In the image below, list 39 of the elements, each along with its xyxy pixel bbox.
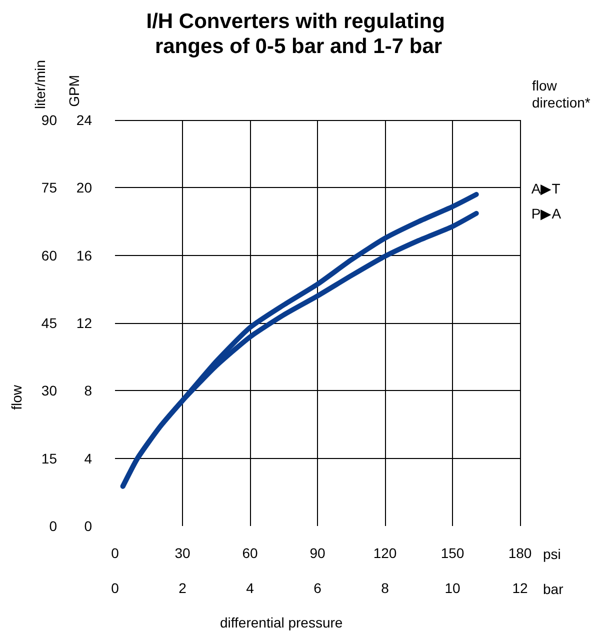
y-tick-label: 30 <box>41 382 58 399</box>
x2-tick-label: 6 <box>314 580 322 596</box>
text: A▶T <box>531 180 561 196</box>
x-tick-label: 120 <box>373 545 397 561</box>
y2-tick-label: 4 <box>84 450 92 466</box>
text: P▶A <box>531 205 562 222</box>
x-tick-label: 90 <box>310 545 326 561</box>
y-tick-label: 75 <box>41 180 58 196</box>
x2-tick-label: 12 <box>512 580 528 596</box>
x-axis-title: psi <box>543 546 561 562</box>
y-tick-label: 60 <box>41 247 58 264</box>
y-axis-title: liter/min <box>32 60 48 110</box>
y2-axis-title: GPM <box>66 75 82 107</box>
y2-tick-label: 20 <box>76 180 92 196</box>
x-tick-label: 180 <box>508 545 532 561</box>
y-tick-label: 15 <box>41 450 58 466</box>
y2-tick-label: 8 <box>84 382 92 399</box>
y-tick-label: 90 <box>41 112 58 128</box>
text: flow <box>8 384 24 410</box>
x2-axis-title: bar <box>543 581 564 597</box>
y2-tick-label: 24 <box>76 112 92 128</box>
x-tick-label: 0 <box>111 545 120 561</box>
y2-tick-label: 12 <box>76 315 92 331</box>
x-tick-label: 30 <box>174 545 190 561</box>
x2-tick-label: 10 <box>444 580 460 596</box>
text: differential pressure <box>220 614 343 630</box>
x-tick-label: 60 <box>242 545 258 561</box>
text: direction* <box>532 94 590 110</box>
y2-tick-label: 16 <box>76 247 92 264</box>
text: flow <box>532 78 561 94</box>
y2-tick-label: 0 <box>84 518 92 534</box>
x2-tick-label: 4 <box>246 580 254 596</box>
chart-title: I/H Converters with regulating ranges of 0-5 bar and 1-7 bar <box>146 10 451 58</box>
x-tick-label: 150 <box>440 545 464 561</box>
x2-tick-label: 2 <box>178 580 187 596</box>
y-tick-label: 0 <box>49 518 58 534</box>
x2-tick-label: 8 <box>381 580 390 596</box>
x2-tick-label: 0 <box>111 580 120 596</box>
y-tick-label: 45 <box>41 315 58 331</box>
